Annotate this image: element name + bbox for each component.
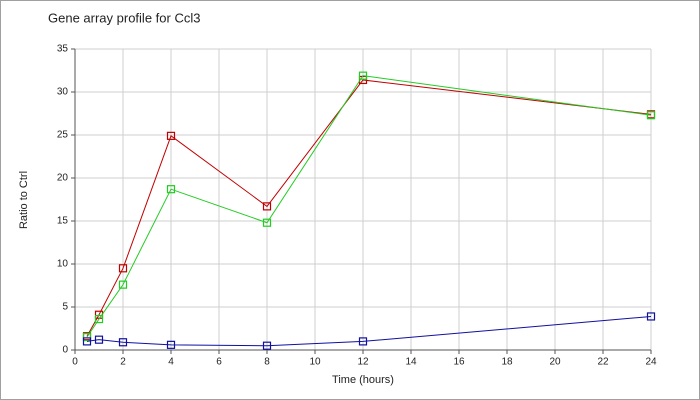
point-marker (358, 337, 368, 346)
x-tick-label: 4 (168, 357, 174, 368)
y-tick-label: 35 (57, 44, 69, 55)
x-tick-label: 24 (645, 357, 657, 368)
point-marker (262, 202, 272, 211)
x-tick-label: 0 (72, 357, 78, 368)
series-line (86, 75, 652, 338)
x-tick-label: 16 (453, 357, 465, 368)
point-marker (166, 131, 176, 140)
point-marker (166, 340, 176, 349)
point-marker (166, 185, 176, 194)
y-axis-label: Ratio to Ctrl (18, 171, 30, 229)
x-tick-label: 18 (501, 357, 513, 368)
x-tick-label: 6 (216, 357, 222, 368)
y-tick-label: 15 (57, 216, 69, 227)
point-marker (358, 71, 368, 80)
x-tick-label: 20 (549, 357, 561, 368)
y-tick-label: 30 (57, 87, 69, 98)
point-marker (646, 111, 656, 120)
point-marker (94, 335, 104, 344)
x-tick-label: 14 (405, 357, 417, 368)
x-tick-label: 10 (309, 357, 321, 368)
y-tick-label: 25 (57, 130, 69, 141)
point-marker (118, 280, 128, 289)
point-marker (646, 312, 656, 321)
chart-title: Gene array profile for Ccl3 (48, 10, 200, 25)
x-tick-label: 22 (597, 357, 609, 368)
x-tick-label: 8 (264, 357, 270, 368)
y-tick-label: 10 (57, 259, 69, 270)
x-tick-label: 2 (120, 357, 126, 368)
point-marker (262, 341, 272, 350)
point-marker (118, 264, 128, 273)
point-marker (118, 338, 128, 347)
y-tick-label: 5 (62, 302, 68, 313)
point-marker (82, 337, 92, 346)
point-marker (94, 314, 104, 324)
point-marker (262, 218, 272, 227)
point-marker (82, 333, 92, 342)
y-tick-label: 20 (57, 173, 69, 184)
x-axis-label: Time (hours) (332, 374, 394, 386)
series-line (86, 315, 652, 347)
series-line (86, 79, 652, 337)
x-tick-label: 12 (357, 357, 369, 368)
y-tick-label: 0 (62, 345, 68, 356)
plot (82, 71, 656, 350)
